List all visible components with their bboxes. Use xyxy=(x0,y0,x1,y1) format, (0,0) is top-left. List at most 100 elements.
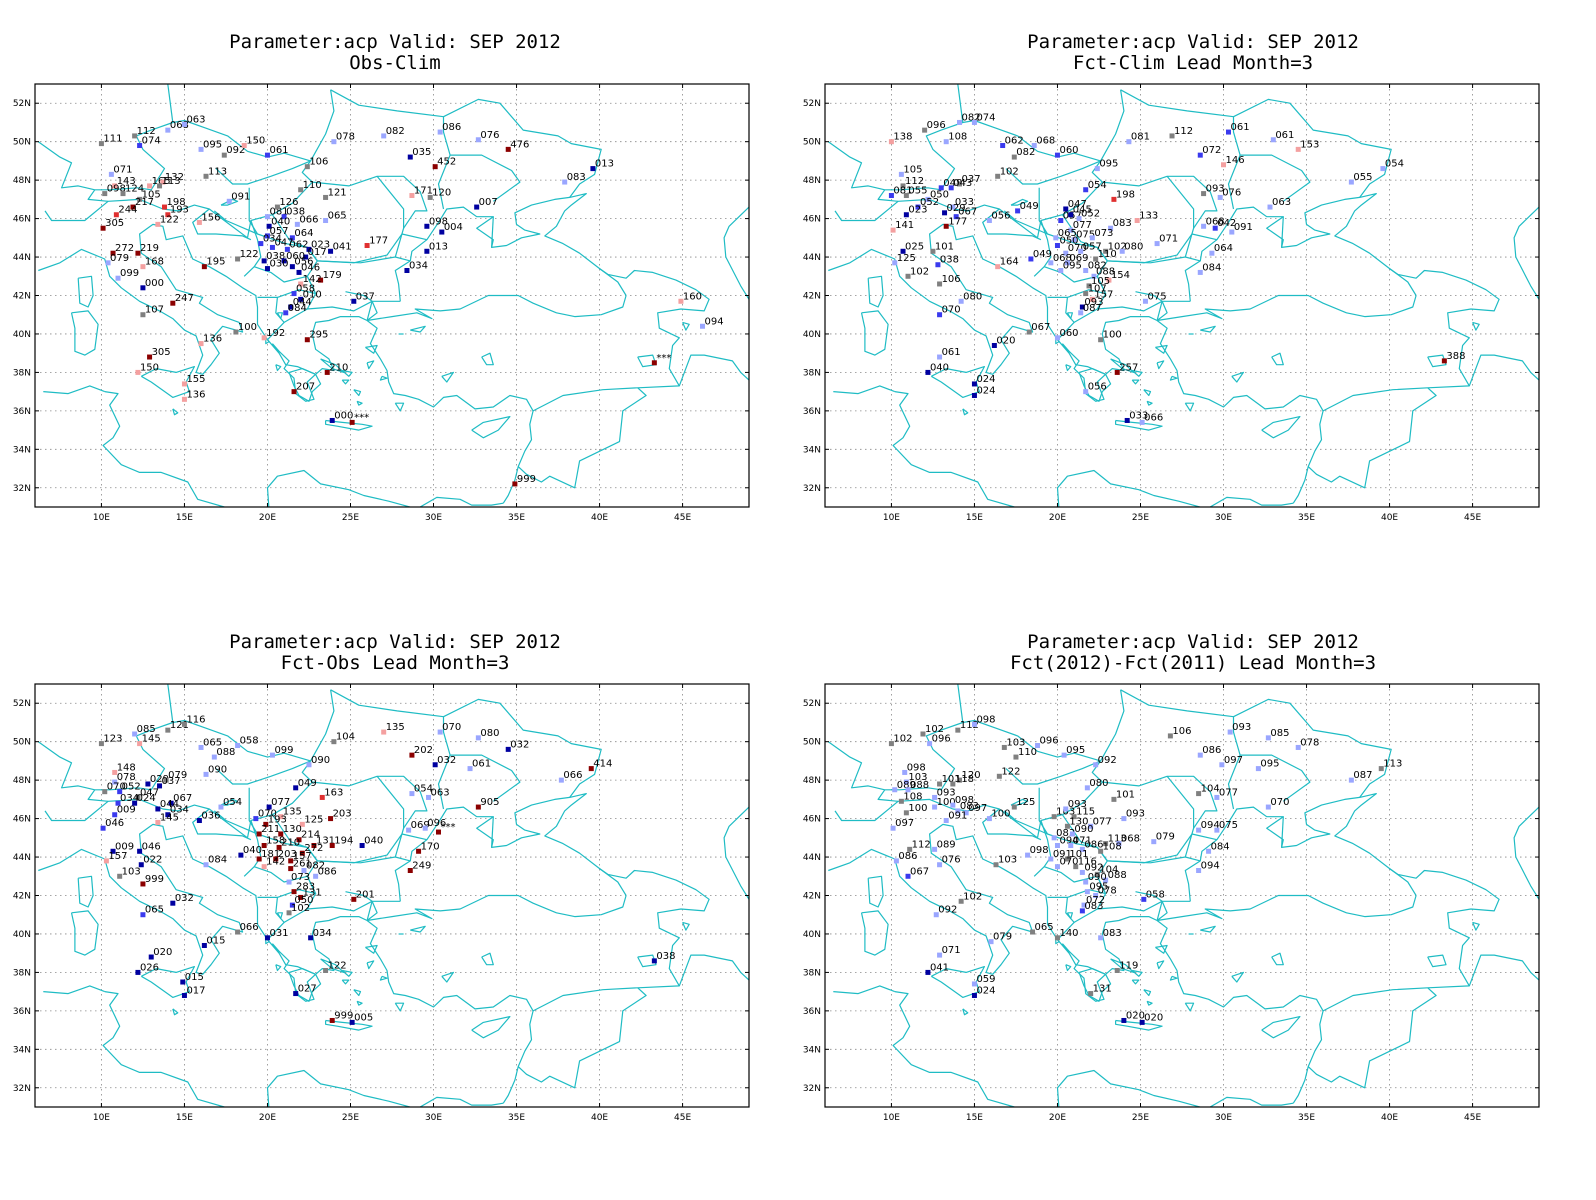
station: 136 xyxy=(181,389,206,402)
station: 065 xyxy=(1030,922,1054,935)
country-border xyxy=(491,816,494,848)
station-value-label: 091 xyxy=(948,811,967,822)
station-value-label: 305 xyxy=(152,347,171,358)
station-value-label: 111 xyxy=(103,134,122,145)
station: 081 xyxy=(264,207,289,220)
station-marker xyxy=(971,721,977,727)
lake xyxy=(410,925,426,933)
station-value-label: 101 xyxy=(935,241,954,252)
station: 170 xyxy=(416,841,440,854)
island xyxy=(962,1008,969,1016)
station-value-label: 055 xyxy=(908,186,927,197)
station-value-label: 155 xyxy=(186,374,205,385)
station-value-label: 112 xyxy=(912,839,931,850)
station-marker xyxy=(1197,152,1203,158)
x-tick-label: 15E xyxy=(966,1113,983,1123)
station-marker xyxy=(948,185,954,191)
station-marker xyxy=(900,183,906,189)
station: 098 xyxy=(424,216,448,229)
station-value-label: 029 xyxy=(947,203,966,214)
station-marker xyxy=(1093,762,1099,768)
station-marker xyxy=(274,204,280,210)
station-marker xyxy=(925,369,931,375)
station-marker xyxy=(1063,806,1069,812)
station-value-label: 112 xyxy=(905,176,924,187)
station: 059 xyxy=(971,974,996,987)
station: 106 xyxy=(937,274,961,287)
station-value-label: 100 xyxy=(238,322,257,333)
station-value-label: 099 xyxy=(120,268,139,279)
coastline xyxy=(532,268,710,412)
map-plot: 10E 15E 20E 25E 30E 35E 40E 45E 32N 34N 36N 38N 40N 4… xyxy=(803,83,1540,523)
station-marker xyxy=(1083,187,1089,193)
station-marker xyxy=(903,212,909,218)
station: 070 xyxy=(437,722,461,735)
station-marker xyxy=(323,967,329,973)
station: 072 xyxy=(1197,145,1221,158)
coastline xyxy=(70,910,99,956)
station-marker xyxy=(112,183,118,189)
station-value-label: 077 xyxy=(271,797,290,808)
station-value-label: 048 xyxy=(943,178,962,189)
station-value-label: 020 xyxy=(1126,1010,1145,1021)
station: 203 xyxy=(273,849,297,862)
station: 102 xyxy=(995,166,1019,179)
island xyxy=(172,408,179,416)
station-value-label: 108 xyxy=(903,791,922,802)
station-value-label: 060 xyxy=(1059,145,1078,156)
station: 094 xyxy=(1196,861,1220,874)
station-value-label: 136 xyxy=(203,334,222,345)
station-marker xyxy=(198,341,204,347)
station-marker xyxy=(937,281,943,287)
station: 033 xyxy=(1124,410,1148,423)
station-value-label: 031 xyxy=(269,928,288,939)
station: 141 xyxy=(890,220,914,233)
country-border xyxy=(1185,856,1201,862)
station-value-label: 120 xyxy=(432,187,451,198)
station: 047 xyxy=(135,787,159,800)
station: 210 xyxy=(276,837,300,850)
station-marker xyxy=(932,846,938,852)
country-border xyxy=(87,189,109,202)
station-value-label: 102 xyxy=(910,266,929,277)
station-marker xyxy=(1079,869,1085,875)
station: 155 xyxy=(181,374,206,387)
station-value-label: 066 xyxy=(299,214,318,225)
island xyxy=(172,1008,179,1016)
y-tick-label: 32N xyxy=(13,484,31,494)
station: 098 xyxy=(902,762,926,775)
station-value-label: 093 xyxy=(937,787,956,798)
station-value-label: 122 xyxy=(328,960,347,971)
station: 089 xyxy=(932,839,956,852)
station-value-label: 164 xyxy=(1000,257,1019,268)
station-marker xyxy=(181,396,187,402)
y-tick-label: 38N xyxy=(803,968,821,978)
station-value-label: 075 xyxy=(1076,230,1095,241)
station-marker xyxy=(132,800,138,806)
y-tick-label: 48N xyxy=(803,176,821,186)
station: 096 xyxy=(927,734,951,747)
station-marker xyxy=(168,800,174,806)
station-marker xyxy=(1083,879,1089,885)
station-value-label: 009 xyxy=(115,841,134,852)
station-value-label: 070 xyxy=(942,305,961,316)
station-value-label: 090 xyxy=(1088,872,1107,883)
station-value-label: 057 xyxy=(1083,241,1102,252)
station-marker xyxy=(102,191,108,197)
station-value-label: 026 xyxy=(140,962,159,973)
station: 069 xyxy=(1064,253,1089,266)
station: 211 xyxy=(256,824,280,837)
station: 102 xyxy=(958,891,982,904)
station-marker xyxy=(1071,814,1077,820)
station: 052 xyxy=(117,782,141,795)
station: 052 xyxy=(915,197,939,210)
station-value-label: 054 xyxy=(223,797,242,808)
station-value-label: 070 xyxy=(258,809,277,820)
station-marker xyxy=(1209,250,1215,256)
station-marker xyxy=(264,935,270,941)
station-marker xyxy=(898,798,904,804)
coastline xyxy=(394,193,627,302)
station: 195 xyxy=(201,257,225,270)
station-marker xyxy=(132,133,138,139)
station-marker xyxy=(407,154,413,160)
